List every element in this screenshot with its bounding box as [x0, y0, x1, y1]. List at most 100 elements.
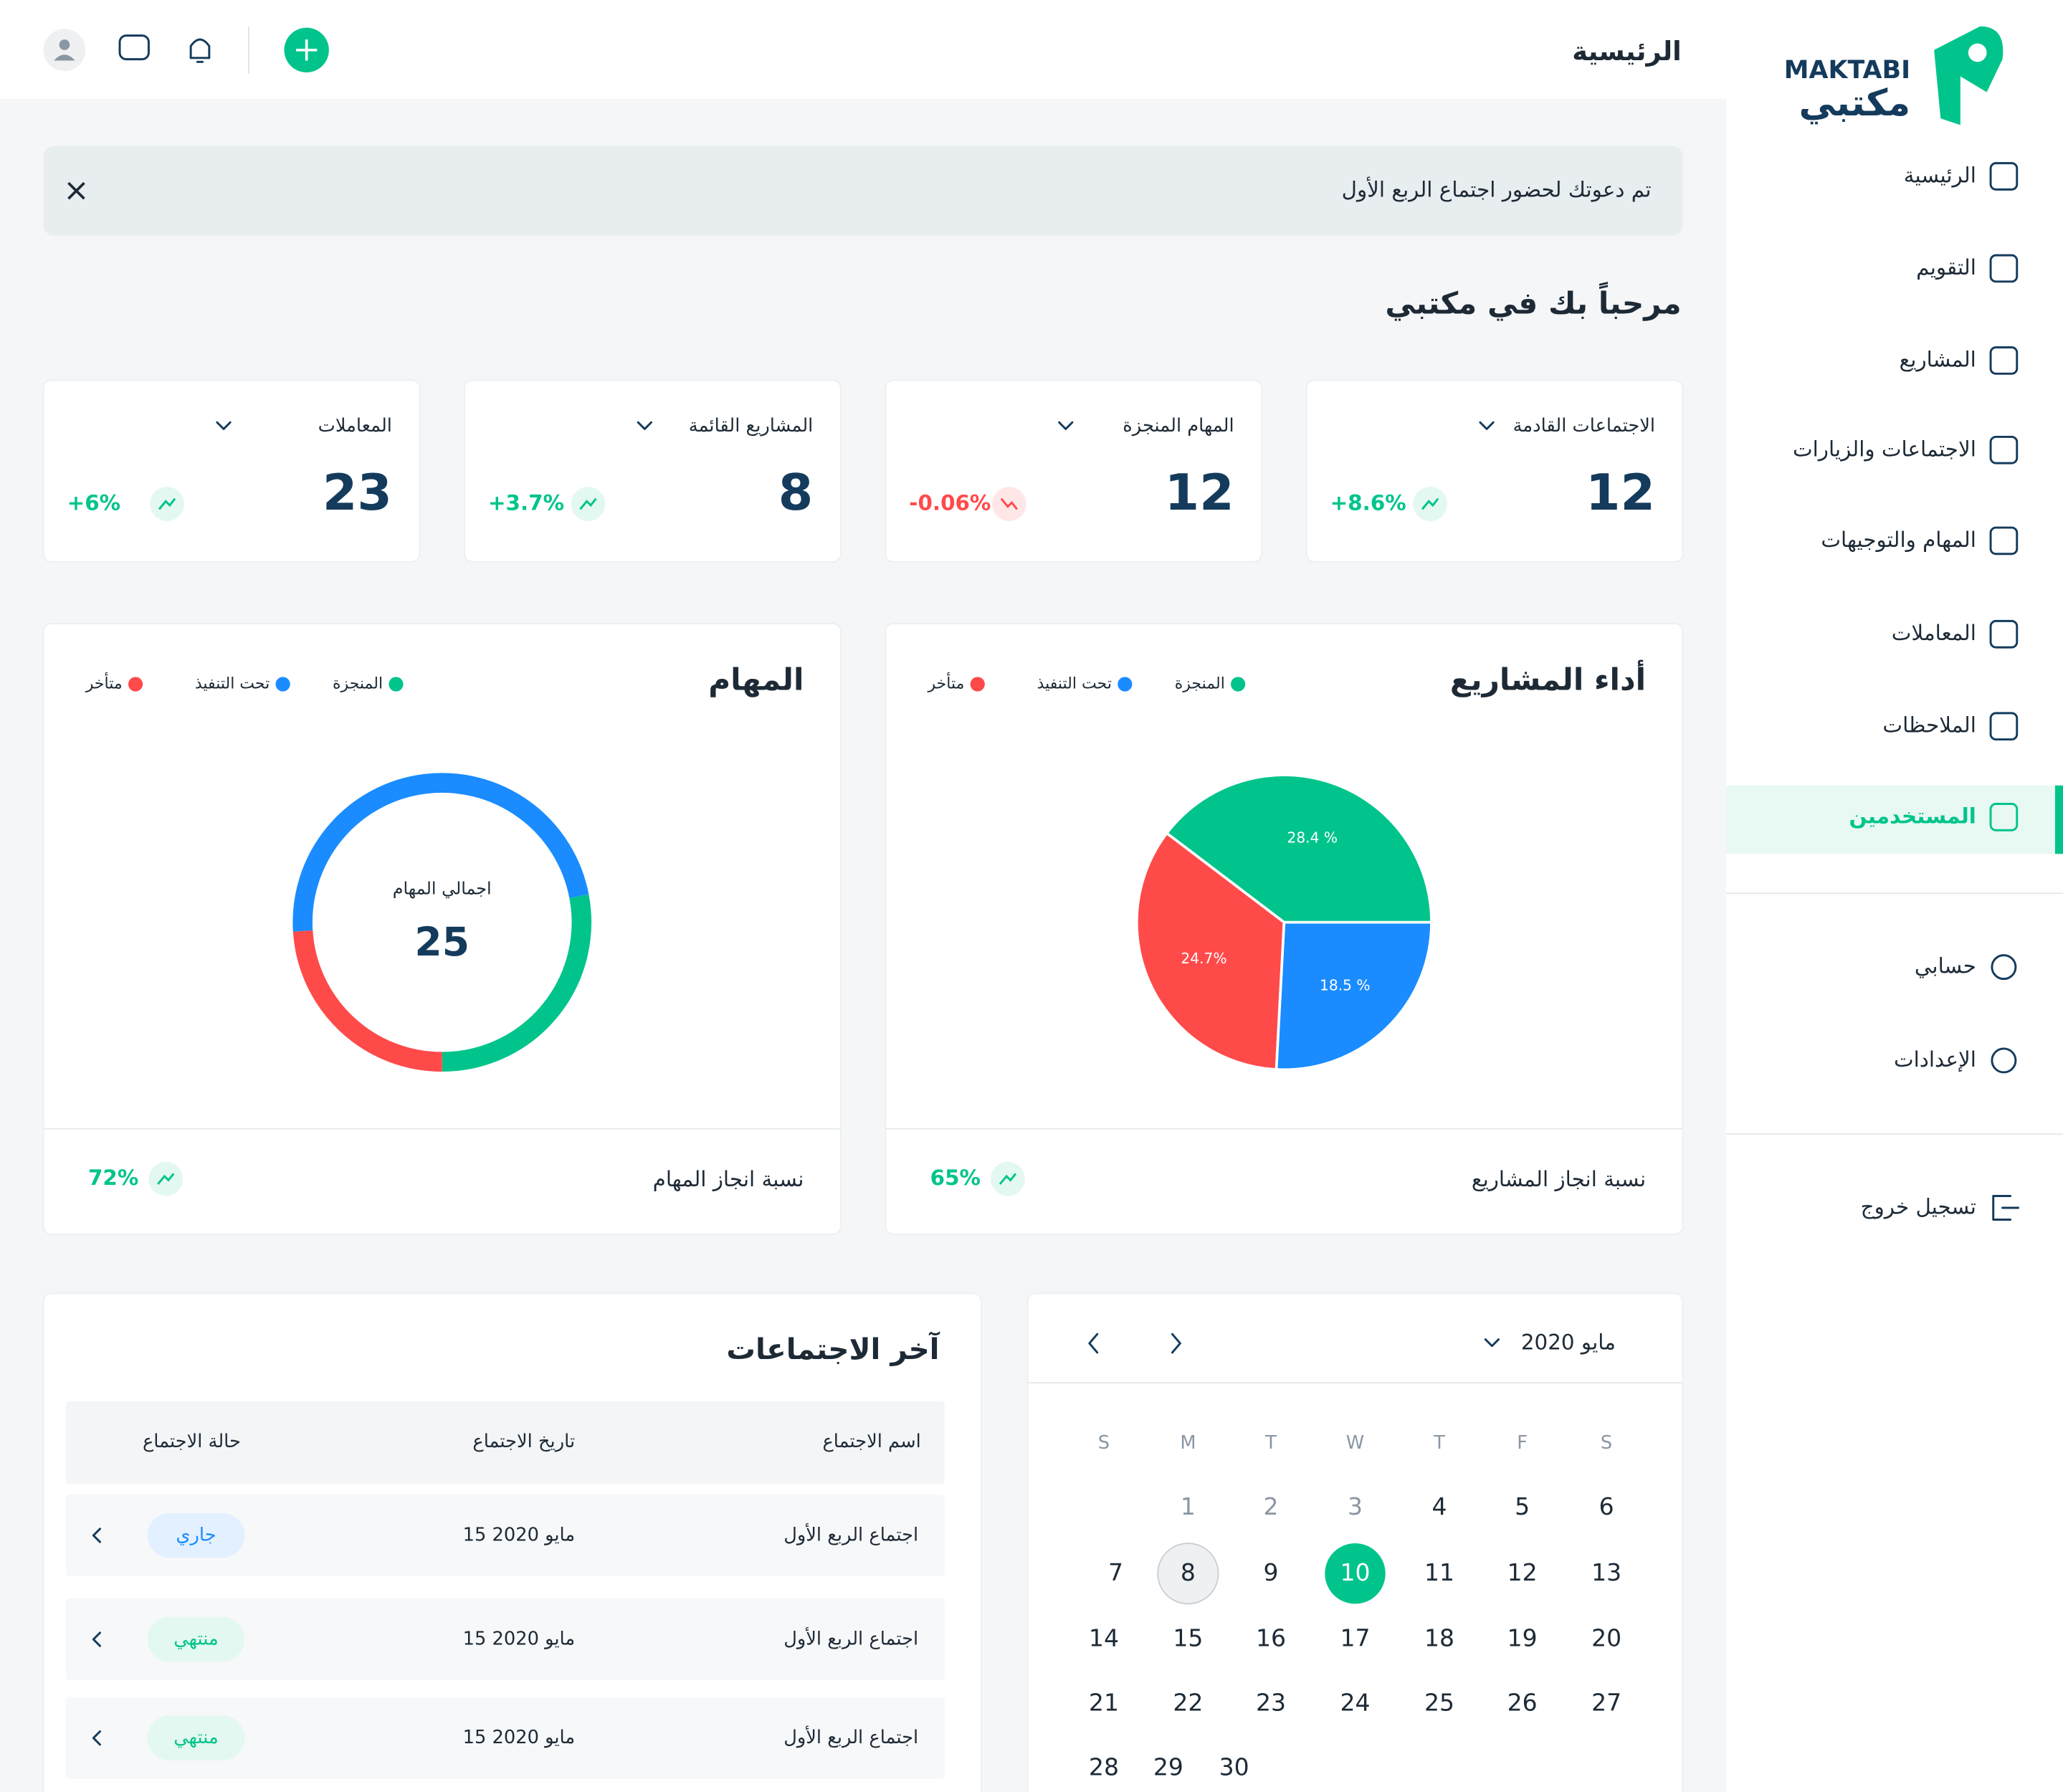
top-bar: [0, 0, 1727, 99]
stat-label: المعاملات: [318, 415, 392, 437]
calendar-day: 2: [1264, 1492, 1279, 1520]
calendar-day: 19: [1507, 1624, 1538, 1652]
weekday: W: [1346, 1432, 1364, 1454]
nav-icon[interactable]: [1989, 435, 2019, 464]
alert-close[interactable]: [67, 181, 85, 200]
chevron-down[interactable]: [637, 421, 653, 430]
row-chevron[interactable]: [92, 1730, 101, 1746]
chat-icon[interactable]: [118, 34, 150, 61]
nav-icon[interactable]: [1991, 1047, 2017, 1074]
table-title: آخر الاجتماعات: [726, 1331, 940, 1366]
meeting-status: جاري: [176, 1525, 216, 1546]
trend-icon: [157, 1173, 175, 1185]
nav-item: حسابي: [1915, 954, 1976, 979]
weekday: F: [1517, 1432, 1528, 1454]
nav-item: الإعدادات: [1894, 1047, 1976, 1072]
legend-label: متأخر: [927, 672, 964, 692]
calendar-day: 6: [1599, 1492, 1614, 1520]
legend-label: متأخر: [85, 672, 123, 692]
donut-segment: [292, 930, 442, 1072]
status-badge: [147, 1715, 245, 1760]
calendar-day: 25: [1424, 1688, 1454, 1716]
trend-icon: [1421, 497, 1439, 510]
trend-icon: [1000, 497, 1018, 510]
footer-value: 72%: [88, 1166, 138, 1190]
nav-icon[interactable]: [1991, 954, 2017, 981]
calendar-day: 30: [1219, 1753, 1249, 1781]
nav-item: المعاملات: [1892, 621, 1976, 645]
legend-label: المنجزة: [333, 675, 383, 692]
slice-label: 28.4 %: [1287, 829, 1338, 846]
table-row[interactable]: [65, 1598, 945, 1680]
nav-icon[interactable]: [1989, 619, 2019, 649]
chevron-down[interactable]: [216, 421, 232, 430]
add-icon: [295, 39, 318, 61]
row-chevron[interactable]: [92, 1528, 101, 1543]
weekday: S: [1098, 1432, 1110, 1454]
logo-arabic: مكتبي: [1798, 82, 1910, 125]
donut-center-value: 25: [414, 919, 470, 965]
card: [42, 623, 842, 1235]
alert-text: تم دعوتك لحضور اجتماع الربع الأول: [1342, 176, 1652, 203]
column-header: اسم الاجتماع: [822, 1431, 920, 1452]
trend-icon: [158, 497, 176, 510]
calendar-day: 8: [1181, 1558, 1196, 1586]
card: [42, 379, 421, 563]
weekday: T: [1264, 1432, 1277, 1454]
footer-label: نسبة انجاز المشاريع: [1472, 1167, 1646, 1191]
calendar-day: 22: [1173, 1688, 1203, 1716]
calendar-day: 17: [1340, 1624, 1371, 1652]
avatar-head: [59, 39, 70, 50]
calendar-day: 20: [1591, 1624, 1621, 1652]
legend-label: المنجزة: [1175, 675, 1225, 692]
prev-month[interactable]: [1088, 1333, 1099, 1354]
nav-icon[interactable]: [1989, 712, 2019, 741]
active-nav-bar: [2054, 785, 2063, 854]
table-row[interactable]: [65, 1697, 945, 1779]
legend-label: تحت التنفيذ: [195, 675, 270, 692]
stat-label: المهام المنجزة: [1123, 415, 1234, 437]
nav-icon[interactable]: [1989, 254, 2019, 283]
legend-dot: [1118, 677, 1133, 692]
card: [1026, 1292, 1684, 1792]
logout-icon[interactable]: [1992, 1195, 2020, 1221]
chevron-down[interactable]: [1058, 421, 1074, 430]
nav-icon[interactable]: [1989, 803, 2019, 831]
slice-label: 18.5 %: [1320, 977, 1371, 994]
logo-latin: MAKTABI: [1784, 56, 1910, 85]
pie-slice: [1135, 831, 1286, 1071]
next-month[interactable]: [1171, 1333, 1181, 1354]
calendar-day: 13: [1591, 1558, 1621, 1586]
calendar-day: 4: [1431, 1492, 1447, 1520]
nav-item: المشاريع: [1900, 347, 1976, 371]
legend-dot: [389, 677, 404, 692]
bell-icon[interactable]: [189, 38, 211, 63]
stat-value: 12: [1586, 464, 1655, 522]
calendar-day: 28: [1089, 1753, 1119, 1781]
calendar-day: 14: [1089, 1624, 1119, 1652]
stat-value: 12: [1165, 464, 1234, 522]
slice-label: 24.7%: [1181, 950, 1226, 967]
chevron-down[interactable]: [1479, 421, 1495, 430]
row-chevron[interactable]: [92, 1631, 101, 1647]
sidebar: [1726, 0, 2063, 1792]
chevron-down[interactable]: [1484, 1338, 1500, 1348]
nav-item: المهام والتوجيهات: [1821, 528, 1976, 552]
nav-item: المستخدمين: [1849, 804, 1976, 828]
nav-item: التقويم: [1916, 255, 1976, 280]
nav-icon[interactable]: [1989, 346, 2019, 375]
weekday: S: [1601, 1432, 1612, 1454]
chart-title: أداء المشاريع: [1450, 659, 1646, 697]
nav-icon[interactable]: [1989, 526, 2019, 556]
nav-item: الملاحظات: [1882, 713, 1976, 738]
calendar-day: 16: [1256, 1624, 1286, 1652]
table-row[interactable]: [65, 1495, 945, 1576]
meeting-date: 15 مايو 2020: [463, 1525, 575, 1546]
legend-dot: [970, 677, 985, 692]
status-badge: [147, 1512, 245, 1558]
table-header: [65, 1401, 945, 1484]
nav-icon[interactable]: [1989, 162, 2019, 191]
legend-label: تحت التنفيذ: [1037, 675, 1112, 692]
calendar-day: 5: [1515, 1492, 1530, 1520]
